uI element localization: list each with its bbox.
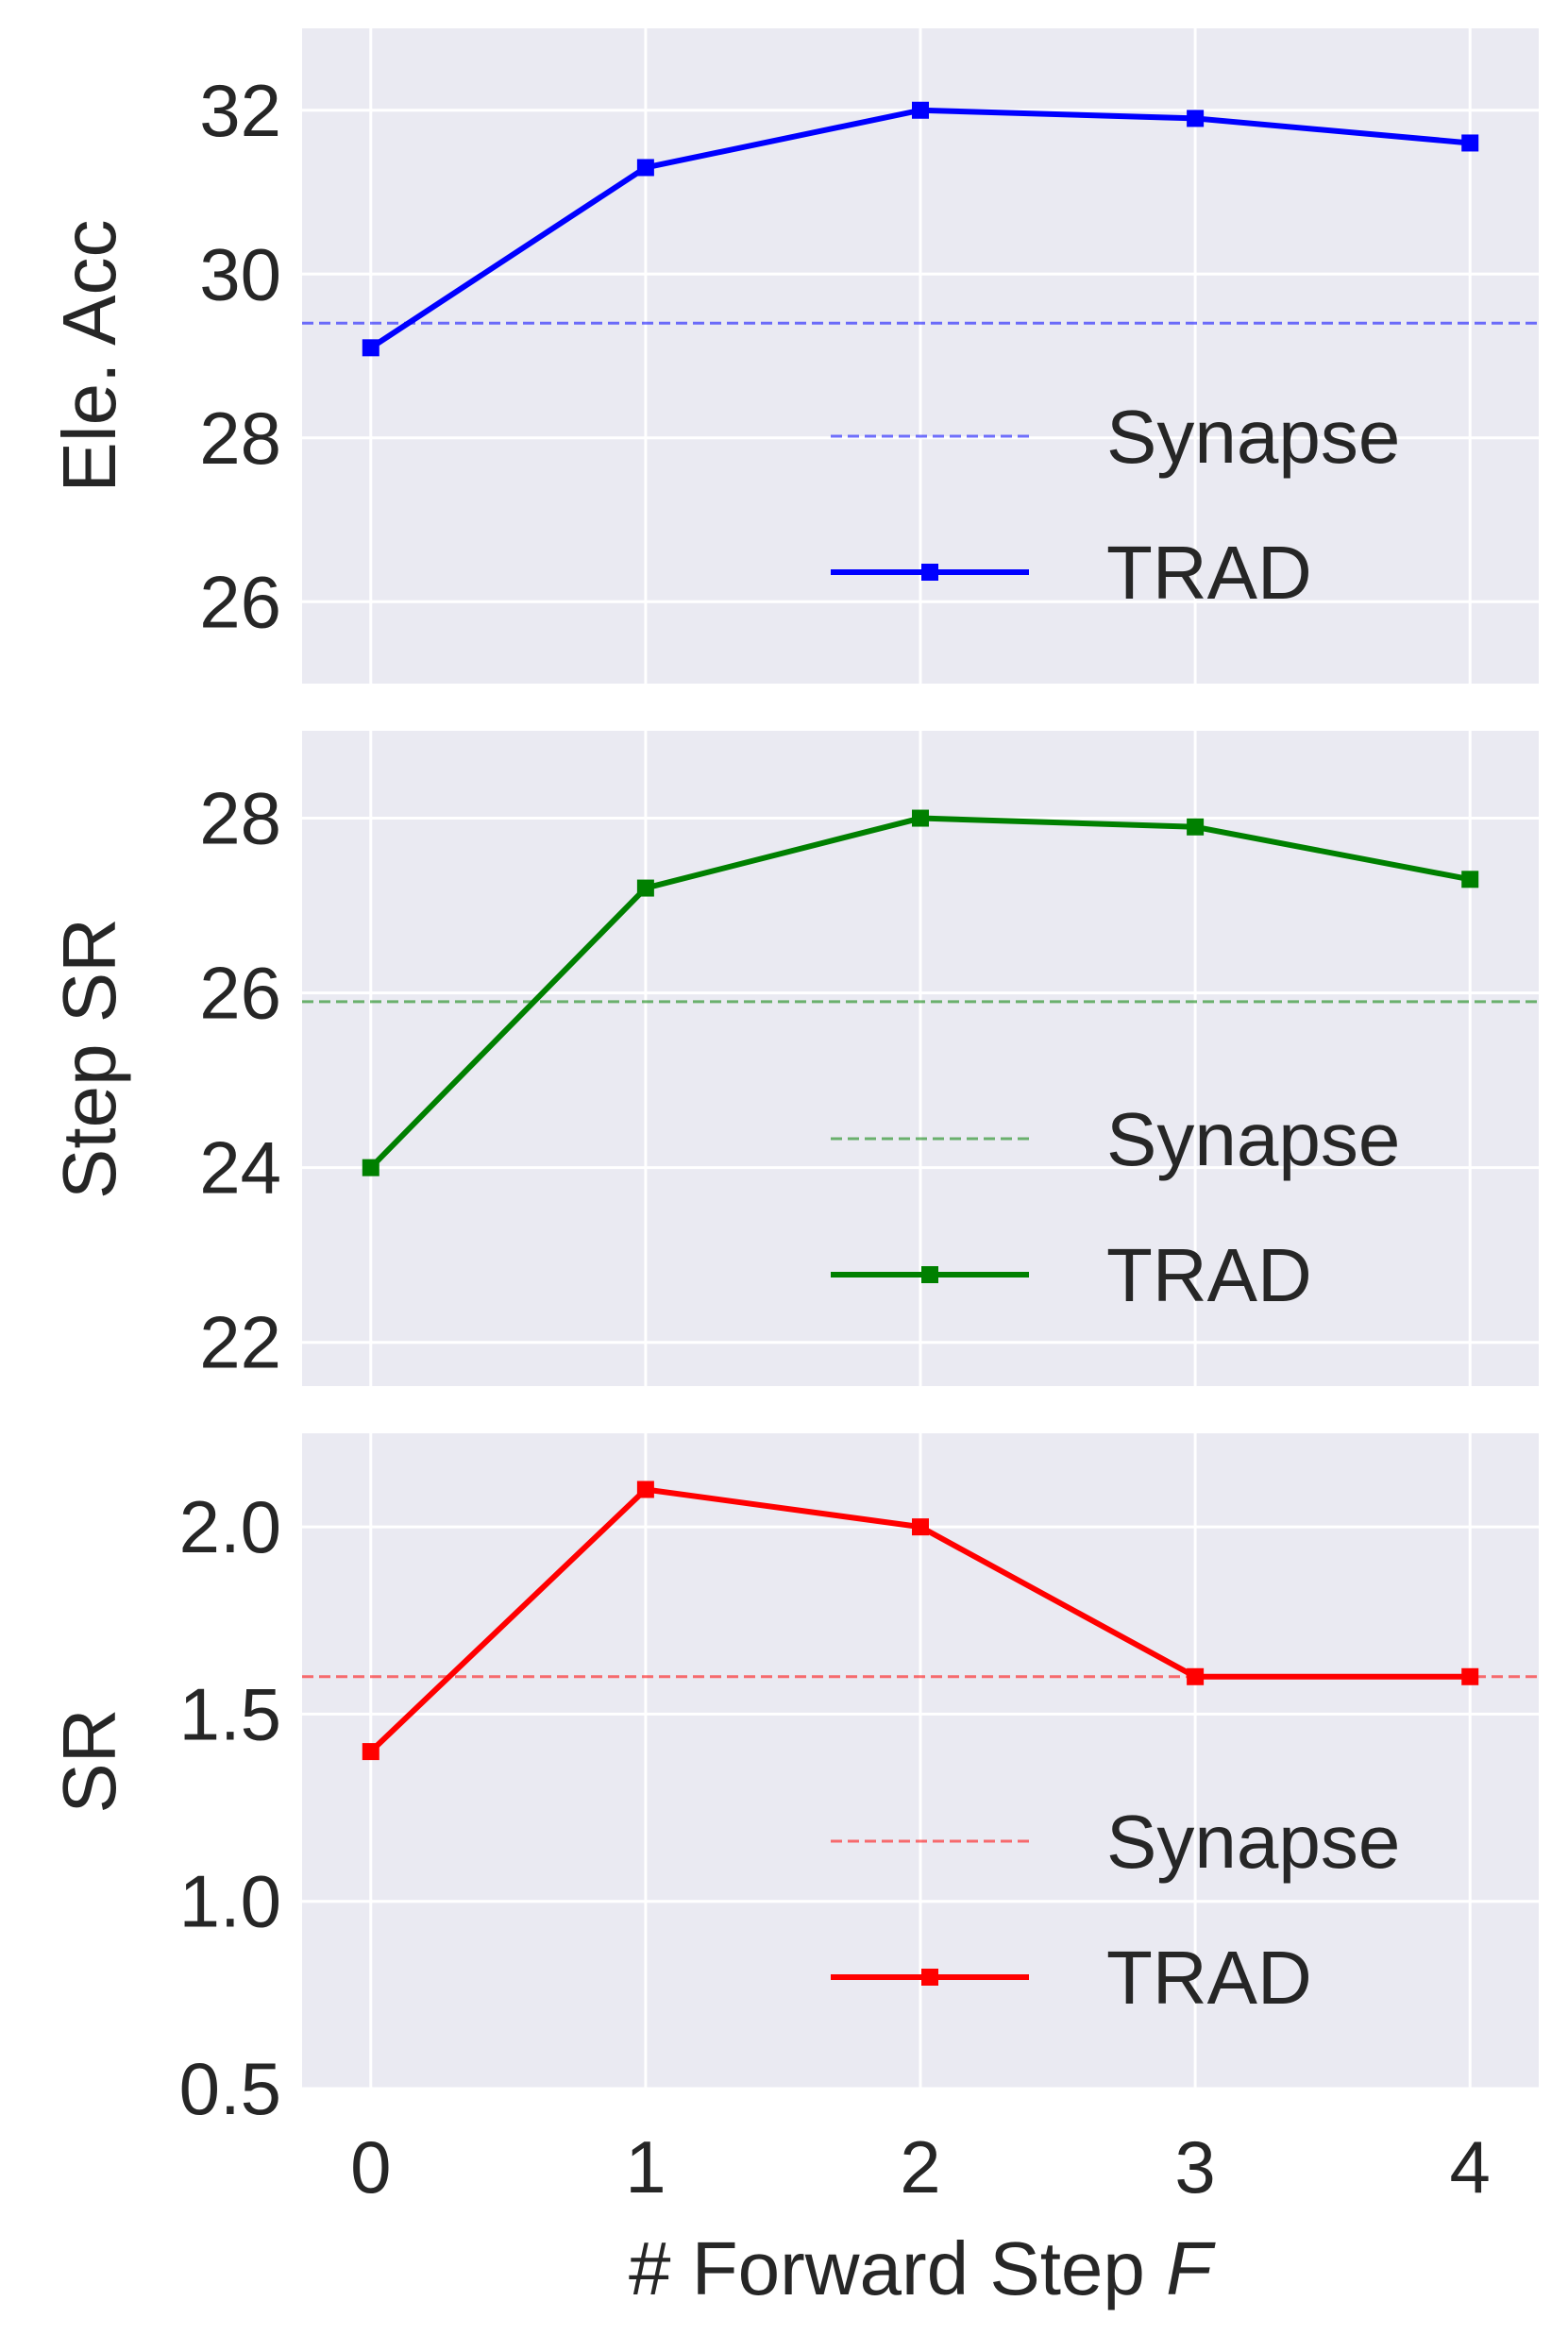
x-axis-label: # Forward Step F — [629, 2226, 1216, 2310]
x-tick-label: 1 — [625, 2125, 666, 2208]
x-tick-label: 3 — [1174, 2125, 1215, 2208]
legend: Synapse TRAD — [831, 1097, 1400, 1317]
data-point — [1461, 871, 1479, 888]
data-point — [636, 1481, 654, 1498]
y-tick-label: 26 — [199, 560, 281, 643]
data-point — [912, 1518, 929, 1536]
y-tick-label: 28 — [199, 777, 281, 860]
data-point — [362, 1743, 379, 1761]
x-tick-label: 2 — [900, 2125, 940, 2208]
data-point — [362, 1159, 379, 1176]
data-point — [1461, 1667, 1479, 1685]
data-point — [636, 879, 654, 897]
data-point — [1187, 1667, 1205, 1685]
legend-trad-marker — [921, 564, 938, 581]
y-tick-label: 30 — [199, 232, 281, 315]
y-tick-label: 24 — [199, 1126, 281, 1210]
legend-trad-marker — [921, 1969, 938, 1986]
x-tick-label: 4 — [1450, 2125, 1491, 2208]
y-axis-label: SR — [47, 1708, 131, 1813]
data-point — [912, 101, 929, 119]
legend: Synapse TRAD — [831, 395, 1400, 615]
legend-synapse-label: Synapse — [1106, 395, 1400, 479]
legend-trad-label: TRAD — [1106, 1936, 1312, 2020]
y-axis-label: Ele. Acc — [47, 219, 131, 492]
data-point — [362, 339, 379, 357]
y-tick-label: 26 — [199, 952, 281, 1035]
x-axis-label-variable: F — [1166, 2226, 1216, 2310]
data-point — [1461, 134, 1479, 152]
y-tick-label: 32 — [199, 69, 281, 152]
x-axis-label-text: # Forward Step — [629, 2226, 1166, 2310]
legend-trad-label: TRAD — [1106, 1233, 1312, 1317]
y-tick-label: 22 — [199, 1301, 281, 1384]
y-tick-label: 2.0 — [179, 1485, 281, 1568]
x-tick-label: 0 — [350, 2125, 391, 2208]
data-point — [912, 809, 929, 827]
data-point — [636, 159, 654, 177]
y-tick-label: 0.5 — [179, 2047, 281, 2130]
legend-synapse-label: Synapse — [1106, 1097, 1400, 1181]
data-point — [1187, 110, 1205, 127]
data-point — [1187, 818, 1205, 836]
legend-synapse-label: Synapse — [1106, 1800, 1400, 1884]
panel-1: 26 28 30 32 Ele. Acc Synapse TRAD — [47, 28, 1539, 684]
y-tick-label: 1.0 — [179, 1860, 281, 1943]
y-tick-label: 1.5 — [179, 1672, 281, 1755]
legend-trad-label: TRAD — [1106, 531, 1312, 615]
legend: Synapse TRAD — [831, 1800, 1400, 2020]
panel-2: 22 24 26 28 Step SR Synapse TRAD — [47, 731, 1539, 1386]
legend-trad-marker — [921, 1266, 938, 1283]
y-axis-label: Step SR — [47, 918, 131, 1199]
y-tick-label: 28 — [199, 397, 281, 480]
panel-3: 0.5 1.0 1.5 2.0 SR Synapse TRAD 0 1 2 3 4 # Forward … — [47, 1433, 1539, 2310]
